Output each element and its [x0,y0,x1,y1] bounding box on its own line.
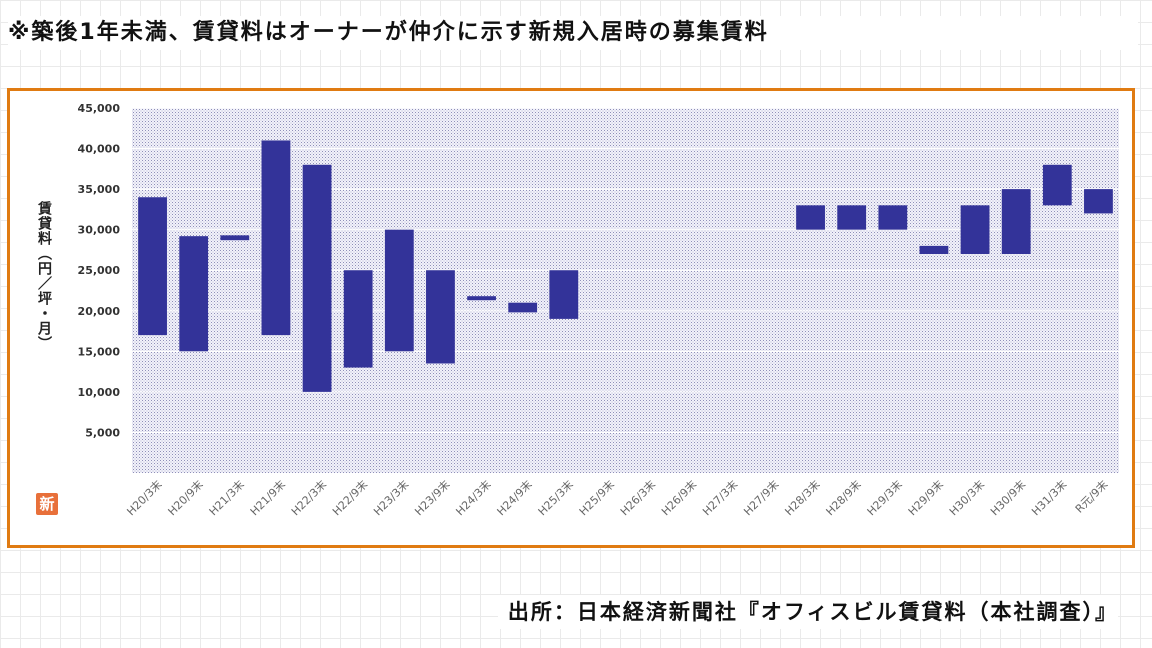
x-tick-label: H22/3末 [288,477,329,518]
plot-area [132,108,1119,473]
range-bar [960,205,990,254]
x-tick-label: H21/3末 [206,477,247,518]
x-tick-label: H23/9末 [412,477,453,518]
range-bar [220,235,250,241]
x-tick-label: H24/9末 [494,477,535,518]
range-bar [302,164,332,392]
x-tick-label: H28/9末 [823,477,864,518]
x-tick-label: H31/3末 [1028,477,1069,518]
x-tick-label: H25/9末 [576,477,617,518]
x-tick-label: H21/9末 [247,477,288,518]
x-tick-label: H29/3末 [864,477,905,518]
x-tick-label: H20/9末 [165,477,206,518]
range-bar [508,302,538,313]
rent-range-chart: 5,000 10,000 15,000 20,000 25,000 30,000 35,00… [78,102,1119,518]
x-tick-label: H29/9末 [905,477,946,518]
y-tick-label: 15,000 [78,345,121,358]
y-axis-ticks: 5,000 10,000 15,000 20,000 25,000 30,000 35,00… [78,102,121,439]
range-bar [919,245,949,254]
gridlines [132,107,1119,433]
range-bar [179,236,209,352]
y-tick-label: 40,000 [78,143,121,156]
y-axis-label: 賃貸料（円／坪・月） [36,201,52,351]
y-tick-label: 30,000 [78,224,121,237]
y-tick-label: 10,000 [78,386,121,399]
x-axis-ticks: H20/3末 H20/9末 H21/3末 H21/9末 H22/3末 H22/9末 H23/… [124,477,1111,518]
range-bar [261,140,291,336]
range-bar [343,270,373,368]
range-bar [837,205,867,230]
range-bar [1084,189,1113,214]
range-bar [426,270,455,364]
range-bar [796,205,825,230]
y-tick-label: 20,000 [78,305,121,318]
x-tick-label: H27/9末 [741,477,782,518]
new-badge: 新 [36,493,58,515]
x-tick-label: H25/3末 [535,477,576,518]
chart-note: ※築後1年未満、賃貸料はオーナーが仲介に示す新規入居時の募集賃料 [8,16,1138,50]
x-tick-label: H20/3末 [124,477,165,518]
range-bar [467,296,496,301]
y-tick-label: 45,000 [78,102,121,115]
range-bar [1001,189,1031,254]
source-credit: 出所：日本経済新聞社『オフィスビル賃貸料（本社調査）』 [497,595,1118,629]
range-bar [138,197,167,336]
x-tick-label: H26/3末 [617,477,658,518]
x-tick-label: R元/9末 [1072,477,1110,515]
range-bar [878,205,908,230]
range-bar [549,270,579,319]
x-tick-label: H27/3末 [699,477,740,518]
chart-frame: 5,000 10,000 15,000 20,000 25,000 30,000 35,00… [7,88,1135,548]
x-tick-label: H30/3末 [946,477,987,518]
y-tick-label: 5,000 [85,426,120,439]
range-bars [138,140,1113,392]
y-tick-label: 25,000 [78,264,121,277]
range-bar [1042,164,1072,206]
x-tick-label: H30/9末 [987,477,1028,518]
x-tick-label: H28/3末 [782,477,823,518]
x-tick-label: H22/9末 [329,477,370,518]
x-tick-label: H23/3末 [370,477,411,518]
x-tick-label: H24/3末 [453,477,494,518]
range-bar [384,229,414,352]
x-tick-label: H26/9末 [658,477,699,518]
y-tick-label: 35,000 [78,183,121,196]
